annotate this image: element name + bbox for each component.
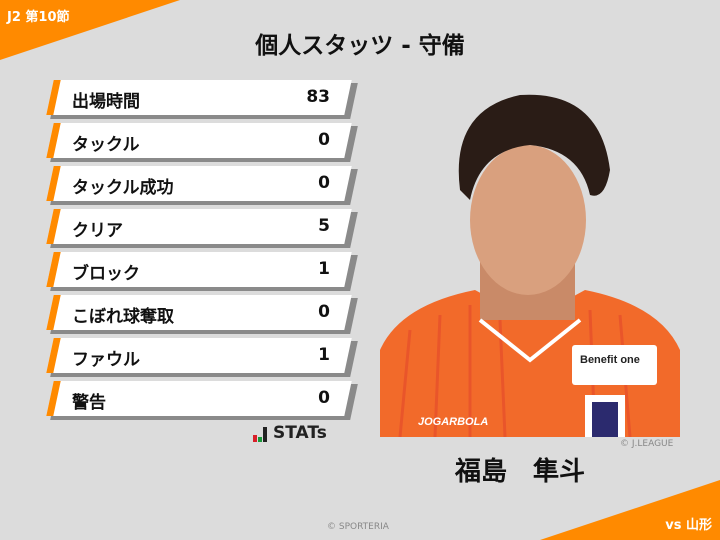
page-title: 個人スタッツ - 守備 — [255, 33, 465, 59]
round-label: J2 第10節 — [7, 10, 70, 25]
shirt-sponsor: Benefit one — [580, 354, 640, 366]
bar-chart-icon — [253, 425, 268, 442]
photo-credit: © J.LEAGUE — [620, 439, 674, 449]
stat-label: クリア — [72, 221, 123, 241]
stat-value: 0 — [318, 130, 330, 150]
stat-label: 出場時間 — [72, 92, 140, 112]
stat-label: 警告 — [72, 393, 106, 413]
stat-row: 警告 0 — [46, 381, 358, 420]
stat-label: こぼれ球奪取 — [72, 307, 174, 327]
stats-logo-text: STATs — [273, 423, 327, 443]
stat-value: 0 — [318, 302, 330, 322]
stat-value: 83 — [306, 87, 330, 107]
stat-row: 出場時間 83 — [46, 80, 358, 119]
stat-value: 0 — [318, 388, 330, 408]
stat-row: こぼれ球奪取 0 — [46, 295, 358, 334]
stats-list: 出場時間 83 タックル 0 タックル成功 0 クリア 5 ブロック 1 こぼれ球奪取 0 … — [46, 80, 358, 424]
stat-value: 0 — [318, 173, 330, 193]
stat-label: タックル成功 — [72, 178, 174, 198]
player-name: 福島 隼斗 — [455, 457, 586, 487]
stat-label: ファウル — [72, 350, 140, 370]
stat-row: タックル 0 — [46, 123, 358, 162]
stat-row: タックル成功 0 — [46, 166, 358, 205]
stat-value: 5 — [318, 216, 330, 236]
stats-logo: STATs — [253, 425, 327, 442]
stat-value: 1 — [318, 259, 330, 279]
stat-label: タックル — [72, 135, 140, 155]
opponent-label: vs 山形 — [665, 518, 712, 533]
stat-value: 1 — [318, 345, 330, 365]
stat-row: ファウル 1 — [46, 338, 358, 377]
stat-label: ブロック — [72, 264, 140, 284]
stat-row: クリア 5 — [46, 209, 358, 248]
stat-row: ブロック 1 — [46, 252, 358, 291]
copyright: © SPORTERIA — [327, 522, 389, 532]
shirt-brand: JOGARBOLA — [418, 416, 488, 428]
player-photo: Benefit one JOGARBOLA — [380, 70, 680, 437]
